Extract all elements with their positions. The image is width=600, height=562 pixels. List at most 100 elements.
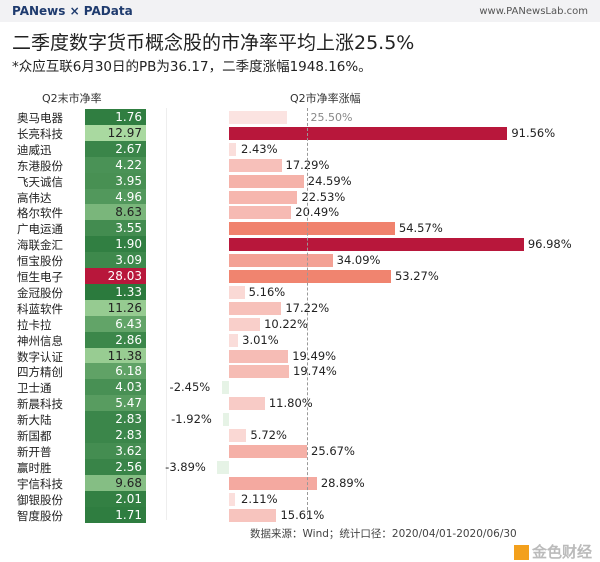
average-label: 25.50% xyxy=(310,111,353,124)
change-bar xyxy=(229,158,282,172)
change-label: 2.11% xyxy=(241,491,278,506)
change-bar xyxy=(229,508,277,522)
stock-name: 奥马电器 xyxy=(17,111,63,125)
stock-name: 格尔软件 xyxy=(17,206,63,221)
pb-cell: 1.71 xyxy=(85,506,146,523)
table-row: 新大陆 2.83 -1.92% xyxy=(0,411,600,428)
pb-cell: 11.26 xyxy=(85,299,146,316)
average-line xyxy=(306,108,308,520)
pb-cell: 1.33 xyxy=(85,283,146,300)
change-label: -2.45% xyxy=(169,380,211,395)
table-row: 新开普 3.62 25.67% xyxy=(0,442,600,460)
stock-name: 科蓝软件 xyxy=(17,301,63,316)
pb-cell: 2.56 xyxy=(85,458,146,475)
pb-cell: 8.63 xyxy=(85,204,146,221)
pb-cell: 2.01 xyxy=(85,490,146,507)
chart-subtitle: *众应互联6月30日的PB为36.17，二季度涨幅1948.16%。 xyxy=(12,59,372,75)
pb-cell: 1.90 xyxy=(85,236,146,253)
stock-name: 广电运通 xyxy=(17,222,63,237)
pb-column-header: Q2末市净率 xyxy=(42,92,102,105)
table-row: 御银股份 2.01 2.11% xyxy=(0,490,600,508)
table-row: 飞天诚信 3.95 24.59% xyxy=(0,172,600,190)
stock-name: 迪威迅 xyxy=(17,142,52,157)
change-label: 2.43% xyxy=(241,141,278,156)
stock-name: 新大陆 xyxy=(17,413,52,428)
pb-cell: 3.95 xyxy=(85,172,146,189)
pb-cell: 5.47 xyxy=(85,395,146,412)
table-row: 金冠股份 1.33 5.16% xyxy=(0,283,600,301)
change-bar xyxy=(229,301,282,315)
change-label: 54.57% xyxy=(398,221,443,236)
table-row: 神州信息 2.86 3.01% xyxy=(0,331,600,349)
change-label: 10.22% xyxy=(264,316,308,331)
table-row: 卫士通 4.03 -2.45% xyxy=(0,379,600,396)
chart-title: 二季度数字货币概念股的市净率平均上涨25.5% xyxy=(12,32,415,54)
change-bar xyxy=(229,492,236,506)
stock-name: 东港股份 xyxy=(17,158,63,173)
change-label: 20.49% xyxy=(295,205,340,220)
pb-cell: 4.22 xyxy=(85,156,146,173)
change-label: 5.72% xyxy=(250,428,287,442)
stock-name: 金冠股份 xyxy=(17,285,63,300)
change-bar xyxy=(229,349,289,363)
site-url: www.PANewsLab.com xyxy=(479,5,588,17)
change-bar xyxy=(229,206,292,220)
stock-name: 智度股份 xyxy=(17,508,63,523)
pb-cell: 1.76 xyxy=(85,109,146,125)
table-row: 四方精创 6.18 19.74% xyxy=(0,363,600,380)
pb-cell: 2.83 xyxy=(85,427,146,443)
top-bar: PANews × PAData www.PANewsLab.com xyxy=(0,0,600,22)
change-label: 3.01% xyxy=(242,332,279,347)
pb-cell: 6.18 xyxy=(85,363,146,380)
logo: PANews × PAData xyxy=(12,4,133,18)
change-label: 11.80% xyxy=(268,396,313,411)
pb-cell: 2.83 xyxy=(85,411,146,428)
table-row: 东港股份 4.22 17.29% xyxy=(0,156,600,174)
stock-name: 四方精创 xyxy=(17,365,63,380)
stock-name: 长亮科技 xyxy=(17,126,63,141)
table-row: 奥马电器 1.76 xyxy=(0,109,600,126)
stock-name: 神州信息 xyxy=(17,333,63,348)
change-bar xyxy=(229,222,395,236)
change-label: 22.53% xyxy=(301,189,346,204)
change-bar xyxy=(229,333,239,347)
change-label: 5.16% xyxy=(248,284,286,299)
change-bar xyxy=(229,254,333,268)
pb-cell: 11.38 xyxy=(85,347,146,364)
change-label: 24.59% xyxy=(307,173,352,188)
pb-cell: 3.62 xyxy=(85,442,146,459)
pb-cell: 4.03 xyxy=(85,379,146,396)
table-row: 海联金汇 1.90 96.98% xyxy=(0,236,600,253)
watermark-logo-icon xyxy=(513,545,529,560)
change-label: 19.74% xyxy=(293,364,337,379)
watermark-text: 金色财经 xyxy=(531,543,592,561)
change-bar xyxy=(229,270,391,283)
change-bar xyxy=(229,238,524,252)
change-bar xyxy=(229,174,304,188)
stock-name: 卫士通 xyxy=(17,381,52,396)
change-label: 28.89% xyxy=(320,475,365,490)
change-bar xyxy=(229,126,508,140)
table-row: 格尔软件 8.63 20.49% xyxy=(0,204,600,221)
table-row: 新晨科技 5.47 11.80% xyxy=(0,395,600,412)
change-label: 53.27% xyxy=(394,269,439,283)
stock-name: 高伟达 xyxy=(17,190,52,205)
table-row: 广电运通 3.55 54.57% xyxy=(0,220,600,237)
table-row: 拉卡拉 6.43 10.22% xyxy=(0,315,600,333)
change-bar xyxy=(229,476,317,490)
stock-name: 飞天诚信 xyxy=(17,174,63,189)
change-bar xyxy=(217,460,229,474)
change-bar xyxy=(221,381,229,395)
stock-name: 拉卡拉 xyxy=(17,317,52,332)
table-row: 智度股份 1.71 15.61% xyxy=(0,506,600,524)
change-column-header: Q2市净率涨幅 xyxy=(290,92,361,105)
stock-name: 宇信科技 xyxy=(17,476,63,491)
stock-name: 数字认证 xyxy=(17,349,63,364)
stock-name: 新国都 xyxy=(17,429,52,443)
table-row: 赢时胜 2.56 -3.89% xyxy=(0,458,600,476)
change-bar xyxy=(229,429,247,442)
stock-name: 新开普 xyxy=(17,444,52,459)
table-row: 宇信科技 9.68 28.89% xyxy=(0,474,600,492)
table-row: 高伟达 4.96 22.53% xyxy=(0,188,600,206)
change-bar xyxy=(229,111,287,124)
